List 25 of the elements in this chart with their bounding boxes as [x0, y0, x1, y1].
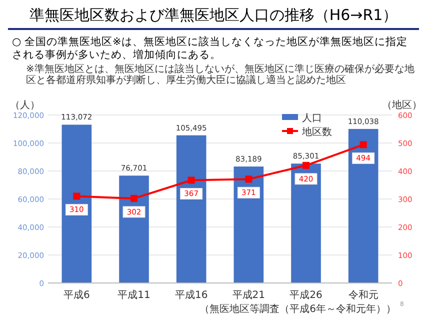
point: [245, 176, 252, 183]
x-tick-label: 平成6: [63, 289, 90, 301]
bar: [176, 135, 206, 283]
chart-title: 準無医地区数および準無医地区人口の推移（H6→R1）: [8, 5, 419, 30]
point: [73, 192, 80, 200]
bar: [62, 124, 92, 283]
x-tick-label: 平成16: [174, 289, 208, 301]
bar: [291, 164, 321, 283]
x-tick-label: 平成21: [232, 289, 266, 301]
point: [302, 162, 310, 169]
x-tick-label: 令和元: [348, 289, 378, 301]
bar: [234, 166, 264, 283]
chart-subtitle: ○ 全国の準無医地区※は、無医地区に該当しなくなった地区が準無医地区に指定される事例が多いため、増加傾向にある。: [12, 36, 408, 62]
legend-label: 人口: [302, 113, 322, 124]
y-axis-title: （人）: [10, 100, 40, 111]
y2-axis-title: （地区）: [382, 99, 422, 111]
text: （無医地区等調査（平成6年～令和元年））: [200, 303, 396, 315]
point: [130, 194, 138, 202]
x-tick-label: 平成26: [290, 289, 322, 301]
legend-label: 地区数: [301, 126, 332, 138]
text: ※準無医地区とは、無医地区には該当しないが、無医地区に準じ医療の確保が必要な地区と各都道府県知事が判断し、厚生労働大臣に協議し適当と認めた地区: [26, 64, 416, 86]
point: [188, 176, 195, 184]
point: [360, 141, 367, 148]
bar: [348, 128, 378, 283]
x-tick-label: 平成11: [118, 289, 150, 301]
